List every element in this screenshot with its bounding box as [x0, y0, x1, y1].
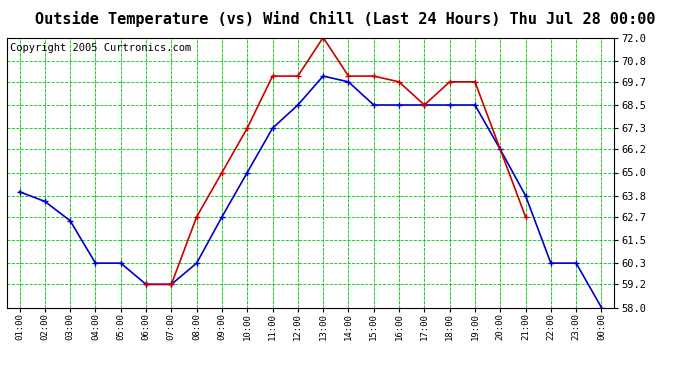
Text: Copyright 2005 Curtronics.com: Copyright 2005 Curtronics.com: [10, 43, 191, 53]
Text: Outside Temperature (vs) Wind Chill (Last 24 Hours) Thu Jul 28 00:00: Outside Temperature (vs) Wind Chill (Las…: [34, 11, 655, 27]
